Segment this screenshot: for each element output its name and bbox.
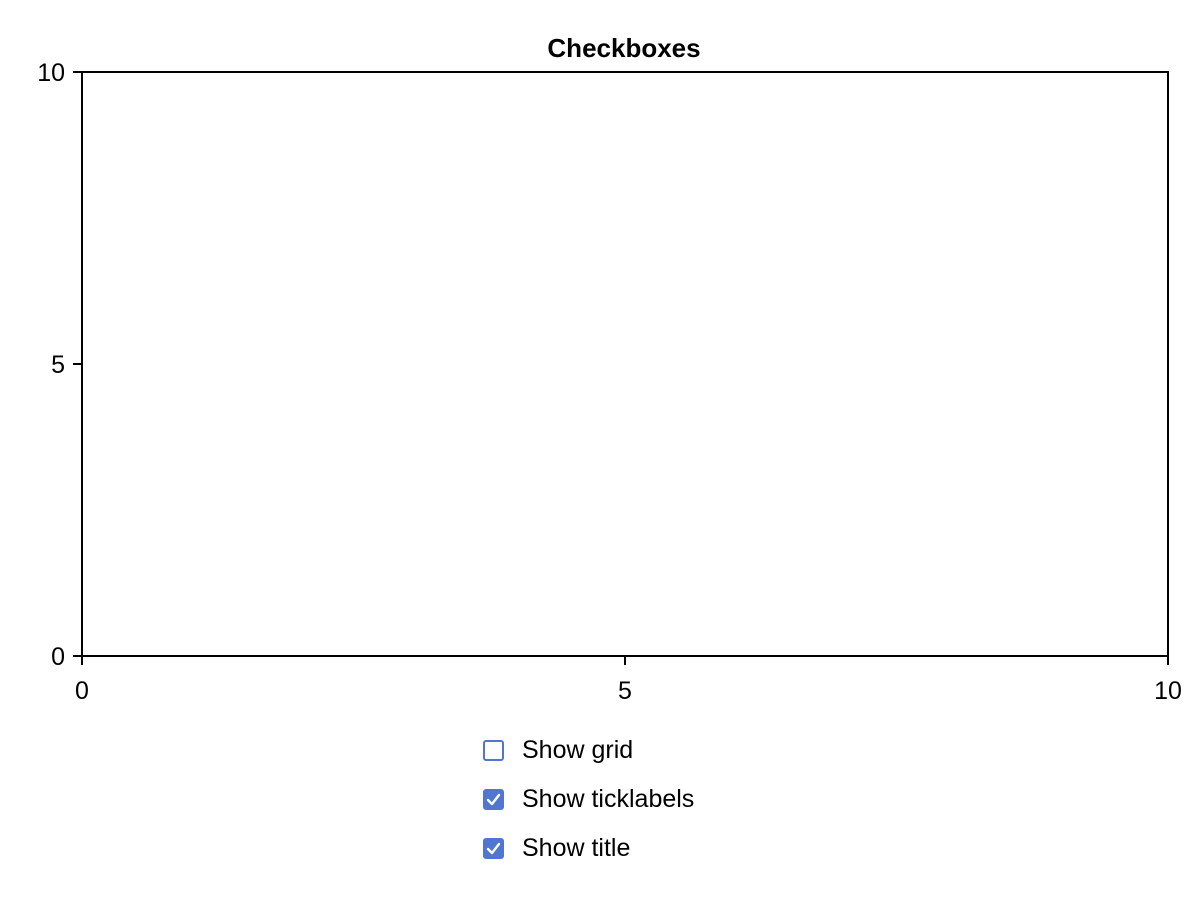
checkbox-label: Show title	[522, 834, 631, 862]
checkbox-box[interactable]	[483, 838, 504, 859]
checkbox-label: Show ticklabels	[522, 785, 695, 813]
y-tick-label: 10	[37, 59, 65, 87]
checkbox-label: Show grid	[522, 736, 634, 764]
x-axis-ticks: 0 5 10	[75, 656, 1182, 705]
plot-area: Checkboxes 0 5 10 0 5 10	[37, 33, 1182, 705]
x-tick-label: 10	[1154, 677, 1182, 705]
check-icon	[486, 842, 501, 855]
axes-frame	[81, 71, 1169, 657]
chart-title: Checkboxes	[547, 33, 700, 63]
x-tick-label: 5	[618, 677, 632, 705]
show-ticklabels-checkbox[interactable]: Show ticklabels	[483, 787, 694, 812]
show-grid-checkbox[interactable]: Show grid	[483, 738, 694, 763]
x-tick-label: 0	[75, 677, 89, 705]
checkbox-box[interactable]	[483, 740, 504, 761]
y-tick-label: 5	[51, 351, 65, 379]
check-icon	[486, 793, 501, 806]
y-axis-ticks: 0 5 10	[37, 59, 82, 671]
y-tick-label: 0	[51, 643, 65, 671]
checkbox-list: Show grid Show ticklabels Show title	[483, 738, 694, 861]
show-title-checkbox[interactable]: Show title	[483, 836, 694, 861]
checkbox-box[interactable]	[483, 789, 504, 810]
